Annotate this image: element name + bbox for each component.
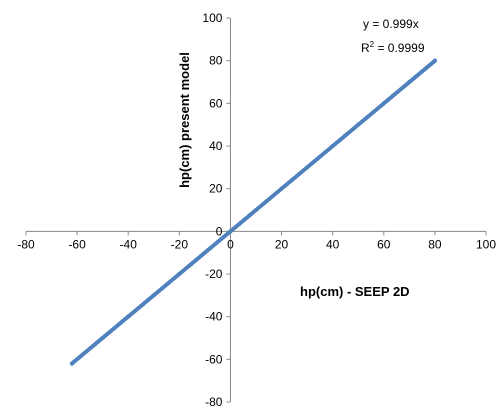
x-tick-label: 40 bbox=[326, 237, 340, 251]
y-tick-label: -60 bbox=[205, 352, 223, 366]
r-squared-prefix: R bbox=[361, 41, 370, 55]
x-tick-label: -60 bbox=[68, 237, 86, 251]
r-squared-label: R2 = 0.9999 bbox=[361, 40, 425, 55]
y-tick-labels: 100 80 60 40 20 0 -20 -40 -60 -80 bbox=[202, 11, 222, 409]
y-axis-title: hp(cm) present model bbox=[177, 52, 192, 188]
x-tick-label: 20 bbox=[275, 237, 289, 251]
y-tick-label: 40 bbox=[209, 139, 223, 153]
x-tick-label: -40 bbox=[120, 237, 138, 251]
trendline bbox=[70, 58, 437, 366]
y-tick-label: 20 bbox=[209, 182, 223, 196]
trendline-equation: y = 0.999x bbox=[363, 17, 419, 31]
y-tick-label: 80 bbox=[209, 54, 223, 68]
x-axis-title: hp(cm) - SEEP 2D bbox=[300, 284, 410, 299]
x-tick-label: 80 bbox=[428, 237, 442, 251]
axes bbox=[25, 17, 487, 403]
trendline-path bbox=[70, 58, 437, 366]
x-tick-label: 60 bbox=[377, 237, 391, 251]
x-tick-labels: -80 -60 -40 -20 0 20 40 60 80 100 bbox=[17, 237, 496, 251]
y-tick-label: 100 bbox=[202, 11, 222, 25]
x-tick-label: 0 bbox=[227, 237, 234, 251]
y-tick-label: -80 bbox=[205, 395, 223, 409]
y-tick-label: 60 bbox=[209, 96, 223, 110]
r-squared-value: = 0.9999 bbox=[374, 41, 425, 55]
x-tick-label: -20 bbox=[171, 237, 189, 251]
r-squared-superscript: 2 bbox=[370, 40, 375, 49]
y-tick-label: -20 bbox=[205, 267, 223, 281]
x-tick-label: -80 bbox=[17, 237, 35, 251]
y-tick-label: 0 bbox=[216, 224, 223, 238]
x-tick-label: 100 bbox=[476, 237, 496, 251]
y-tick-label: -40 bbox=[205, 310, 223, 324]
